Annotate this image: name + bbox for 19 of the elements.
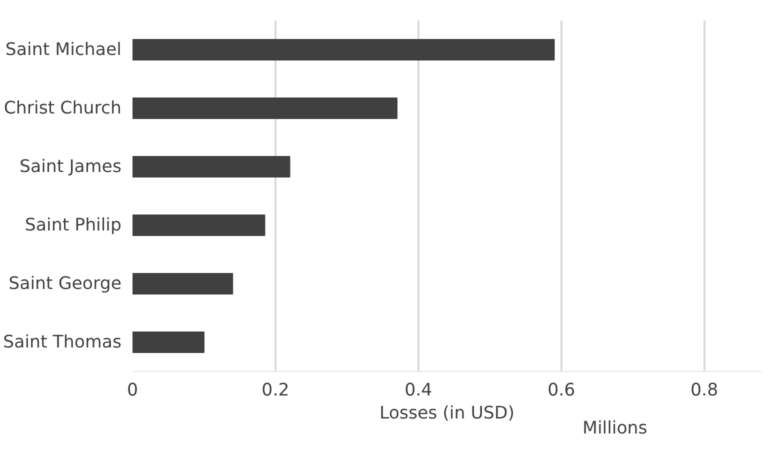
x-tick-label: 0.4 <box>404 380 432 400</box>
y-tick-label: Saint Thomas <box>3 332 122 352</box>
text: Millions <box>582 418 648 438</box>
x-tick-label: 0.6 <box>548 380 576 400</box>
x-tick-label: 0 <box>126 380 138 400</box>
y-tick-label: Saint George <box>8 274 122 294</box>
x-tick-label: 0.8 <box>690 380 718 400</box>
bar <box>132 332 204 353</box>
y-tick-label: Saint James <box>19 156 122 177</box>
y-tick-label: Christ Church <box>4 98 122 118</box>
bar <box>132 156 290 178</box>
bar <box>132 39 555 60</box>
y-tick-label: Saint Michael <box>5 40 122 60</box>
y-tick-label: Saint Philip <box>24 215 122 236</box>
bar <box>132 273 234 294</box>
x-tick-label: 0.2 <box>262 380 290 400</box>
bar <box>132 98 398 119</box>
bar <box>132 214 266 236</box>
x-axis-title: Losses (in USD) <box>379 404 515 424</box>
